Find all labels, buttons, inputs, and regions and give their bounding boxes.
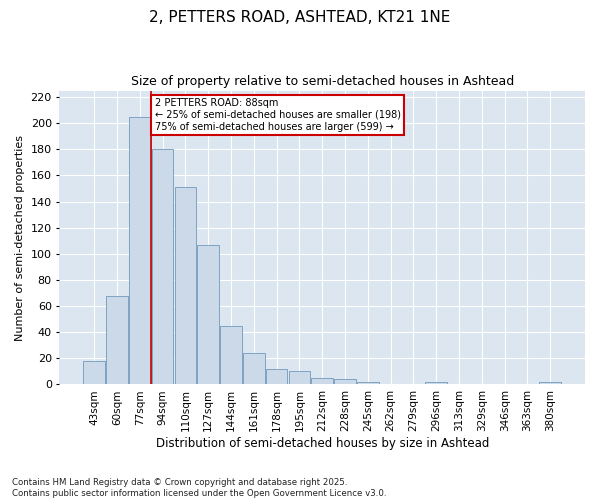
X-axis label: Distribution of semi-detached houses by size in Ashtead: Distribution of semi-detached houses by … <box>155 437 489 450</box>
Bar <box>106 296 128 384</box>
Bar <box>289 372 310 384</box>
Bar <box>334 379 356 384</box>
Y-axis label: Number of semi-detached properties: Number of semi-detached properties <box>15 134 25 340</box>
Bar <box>129 116 151 384</box>
Bar <box>152 150 173 384</box>
Bar <box>539 382 561 384</box>
Bar <box>266 369 287 384</box>
Bar <box>357 382 379 384</box>
Bar <box>425 382 447 384</box>
Text: 2 PETTERS ROAD: 88sqm
← 25% of semi-detached houses are smaller (198)
75% of sem: 2 PETTERS ROAD: 88sqm ← 25% of semi-deta… <box>155 98 401 132</box>
Title: Size of property relative to semi-detached houses in Ashtead: Size of property relative to semi-detach… <box>131 75 514 88</box>
Bar <box>243 353 265 384</box>
Bar <box>197 244 219 384</box>
Bar <box>83 361 105 384</box>
Bar <box>220 326 242 384</box>
Bar <box>175 187 196 384</box>
Text: 2, PETTERS ROAD, ASHTEAD, KT21 1NE: 2, PETTERS ROAD, ASHTEAD, KT21 1NE <box>149 10 451 25</box>
Text: Contains HM Land Registry data © Crown copyright and database right 2025.
Contai: Contains HM Land Registry data © Crown c… <box>12 478 386 498</box>
Bar <box>311 378 333 384</box>
